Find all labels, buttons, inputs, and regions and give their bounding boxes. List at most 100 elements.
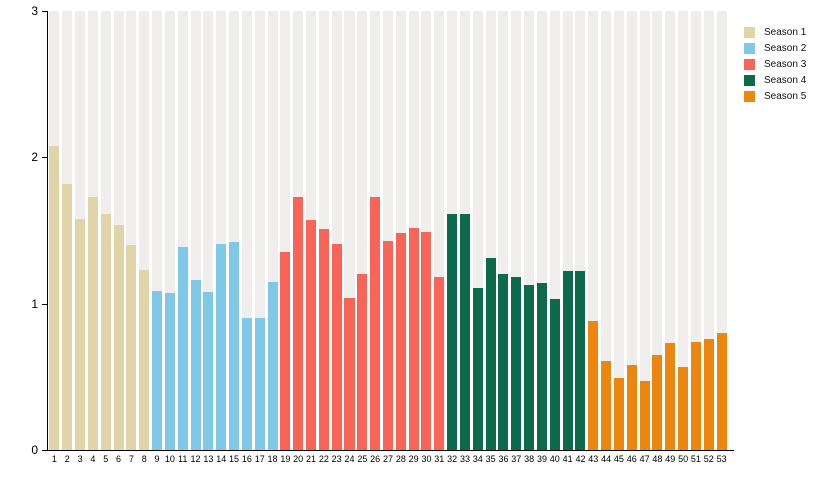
bar-episode-12 — [190, 280, 201, 450]
bar-episode-6 — [113, 224, 124, 450]
legend-item-season-3: Season 3 — [744, 56, 806, 72]
x-tick-label: 29 — [408, 454, 419, 464]
x-tick-label: 46 — [626, 454, 637, 464]
x-tick-label: 17 — [254, 454, 265, 464]
x-tick-label: 50 — [678, 454, 689, 464]
bar-episode-19 — [280, 252, 291, 450]
x-tick-label: 1 — [51, 454, 57, 464]
background-band — [716, 11, 727, 450]
bar-episode-50 — [678, 366, 689, 450]
x-tick-label: 32 — [447, 454, 458, 464]
y-tick-mark — [42, 303, 47, 305]
legend-item-season-1: Season 1 — [744, 24, 806, 40]
bar-episode-31 — [434, 277, 445, 450]
bar-episode-30 — [421, 231, 432, 450]
bar-episode-20 — [293, 196, 304, 450]
bar-episode-41 — [562, 271, 573, 450]
y-tick-label: 1 — [31, 296, 38, 311]
y-tick-label: 0 — [31, 443, 38, 457]
x-tick-label: 37 — [511, 454, 522, 464]
bar-episode-40 — [549, 299, 560, 450]
background-band — [344, 11, 355, 450]
x-tick-label: 38 — [524, 454, 535, 464]
legend: Season 1 Season 2 Season 3 Season 4 Season 5 — [744, 24, 806, 104]
x-tick-label: 16 — [241, 454, 252, 464]
bar-episode-11 — [177, 246, 188, 450]
x-tick-label: 34 — [472, 454, 483, 464]
background-band — [331, 11, 342, 450]
background-band — [690, 11, 701, 450]
bar-episode-53 — [716, 332, 727, 450]
bar-episode-44 — [601, 360, 612, 450]
background-band — [152, 11, 163, 450]
x-tick-label: 52 — [703, 454, 714, 464]
legend-label: Season 2 — [764, 42, 807, 54]
legend-swatch — [744, 26, 755, 38]
x-tick-label: 49 — [665, 454, 676, 464]
bar-episode-27 — [382, 240, 393, 450]
bar-episode-51 — [690, 341, 701, 450]
x-tick-label: 47 — [639, 454, 650, 464]
y-tick-label: 2 — [31, 150, 38, 165]
background-band — [216, 11, 227, 450]
background-band — [665, 11, 676, 450]
bar-episode-18 — [267, 281, 278, 450]
legend-label: Season 4 — [764, 74, 807, 86]
background-band — [498, 11, 509, 450]
x-tick-label: 44 — [601, 454, 612, 464]
bar-episode-26 — [370, 196, 381, 450]
bar-episode-14 — [216, 243, 227, 450]
background-band — [241, 11, 252, 450]
bar-episode-8 — [139, 270, 150, 450]
x-tick-label: 4 — [90, 454, 96, 464]
x-tick-label: 48 — [652, 454, 663, 464]
bar-episode-9 — [152, 290, 163, 450]
x-tick-label: 26 — [370, 454, 381, 464]
background-band — [485, 11, 496, 450]
background-band — [177, 11, 188, 450]
x-tick-label: 36 — [498, 454, 509, 464]
x-tick-label: 14 — [216, 454, 227, 464]
background-band — [575, 11, 586, 450]
background-band — [190, 11, 201, 450]
bar-episode-10 — [164, 293, 175, 450]
x-tick-label: 23 — [331, 454, 342, 464]
bar-episode-52 — [703, 338, 714, 450]
background-band — [421, 11, 432, 450]
bar-episode-49 — [665, 343, 676, 450]
x-tick-label: 18 — [267, 454, 278, 464]
x-tick-label: 42 — [575, 454, 586, 464]
x-tick-label: 12 — [190, 454, 201, 464]
x-tick-label: 9 — [154, 454, 160, 464]
background-band — [139, 11, 150, 450]
background-band — [549, 11, 560, 450]
bar-episode-16 — [241, 318, 252, 450]
x-tick-label: 41 — [562, 454, 573, 464]
legend-swatch — [744, 42, 755, 54]
background-band — [254, 11, 265, 450]
background-band — [678, 11, 689, 450]
x-tick-label: 51 — [690, 454, 701, 464]
bar-episode-15 — [229, 242, 240, 450]
bar-episode-38 — [524, 284, 535, 450]
x-tick-label: 10 — [164, 454, 175, 464]
plot-area — [48, 11, 728, 450]
bar-episode-28 — [395, 233, 406, 450]
bar-episode-4 — [87, 196, 98, 450]
x-tick-label: 27 — [382, 454, 393, 464]
x-tick-label: 28 — [395, 454, 406, 464]
y-tick-mark — [42, 157, 47, 159]
bar-episode-2 — [62, 183, 73, 450]
background-band — [536, 11, 547, 450]
background-band — [267, 11, 278, 450]
x-tick-label: 35 — [485, 454, 496, 464]
x-tick-label: 13 — [203, 454, 214, 464]
x-tick-label: 33 — [459, 454, 470, 464]
legend-label: Season 3 — [764, 58, 807, 70]
x-tick-label: 5 — [103, 454, 109, 464]
bar-episode-7 — [126, 245, 137, 450]
bar-episode-37 — [511, 277, 522, 450]
bar-episode-25 — [357, 274, 368, 450]
bar-episode-13 — [203, 291, 214, 450]
legend-item-season-4: Season 4 — [744, 72, 806, 88]
